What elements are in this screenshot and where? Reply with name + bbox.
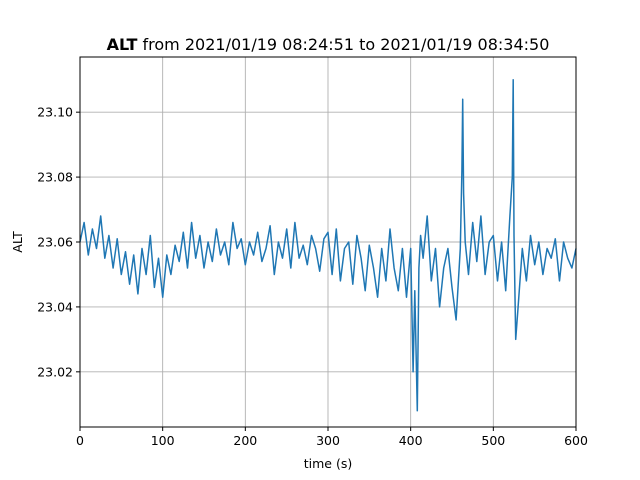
y-tick-label: 23.02 bbox=[37, 364, 73, 379]
chart-title-bold: ALT bbox=[107, 35, 138, 54]
x-tick-label: 600 bbox=[564, 433, 588, 448]
x-tick-label: 100 bbox=[151, 433, 175, 448]
x-tick-label: 300 bbox=[316, 433, 340, 448]
y-tick-label: 23.08 bbox=[37, 170, 73, 185]
y-axis-ticks: 23.02 23.04 23.06 23.08 23.10 bbox=[37, 105, 80, 379]
y-tick-label: 23.04 bbox=[37, 299, 73, 314]
x-tick-label: 0 bbox=[76, 433, 84, 448]
y-axis-label: ALT bbox=[10, 231, 25, 253]
x-tick-label: 400 bbox=[399, 433, 423, 448]
x-axis-ticks: 0 100 200 300 400 500 600 bbox=[76, 427, 588, 448]
chart-title-rest: from 2021/01/19 08:24:51 to 2021/01/19 0… bbox=[137, 35, 549, 54]
x-tick-label: 500 bbox=[481, 433, 505, 448]
y-tick-label: 23.06 bbox=[37, 235, 73, 250]
chart-title: ALT from 2021/01/19 08:24:51 to 2021/01/… bbox=[107, 35, 550, 54]
y-tick-label: 23.10 bbox=[37, 105, 73, 120]
series-layer bbox=[79, 78, 577, 412]
x-axis-label: time (s) bbox=[304, 456, 352, 471]
x-tick-label: 200 bbox=[233, 433, 257, 448]
series-line bbox=[79, 78, 577, 412]
